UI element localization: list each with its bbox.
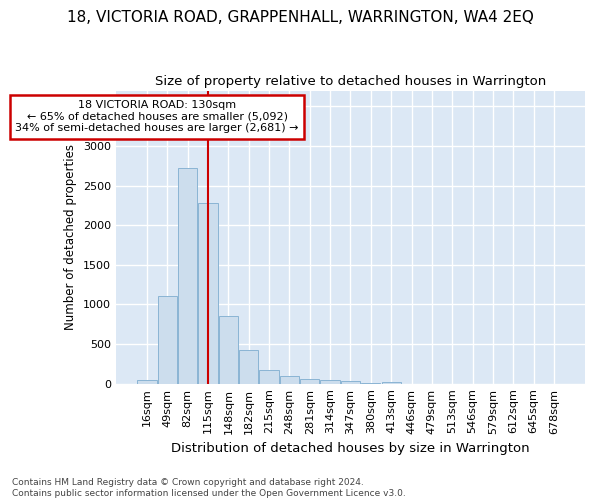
- Bar: [341, 381, 360, 384]
- Bar: [178, 168, 197, 384]
- Y-axis label: Number of detached properties: Number of detached properties: [64, 144, 77, 330]
- Bar: [300, 378, 319, 384]
- Text: Contains HM Land Registry data © Crown copyright and database right 2024.
Contai: Contains HM Land Registry data © Crown c…: [12, 478, 406, 498]
- Bar: [280, 376, 299, 384]
- Bar: [158, 296, 177, 384]
- Text: 18 VICTORIA ROAD: 130sqm
← 65% of detached houses are smaller (5,092)
34% of sem: 18 VICTORIA ROAD: 130sqm ← 65% of detach…: [16, 100, 299, 134]
- X-axis label: Distribution of detached houses by size in Warrington: Distribution of detached houses by size …: [171, 442, 530, 455]
- Bar: [218, 316, 238, 384]
- Bar: [361, 383, 380, 384]
- Bar: [137, 380, 157, 384]
- Text: 18, VICTORIA ROAD, GRAPPENHALL, WARRINGTON, WA4 2EQ: 18, VICTORIA ROAD, GRAPPENHALL, WARRINGT…: [67, 10, 533, 25]
- Bar: [259, 370, 279, 384]
- Bar: [199, 203, 218, 384]
- Bar: [320, 380, 340, 384]
- Bar: [239, 350, 259, 384]
- Bar: [382, 382, 401, 384]
- Title: Size of property relative to detached houses in Warrington: Size of property relative to detached ho…: [155, 75, 546, 88]
